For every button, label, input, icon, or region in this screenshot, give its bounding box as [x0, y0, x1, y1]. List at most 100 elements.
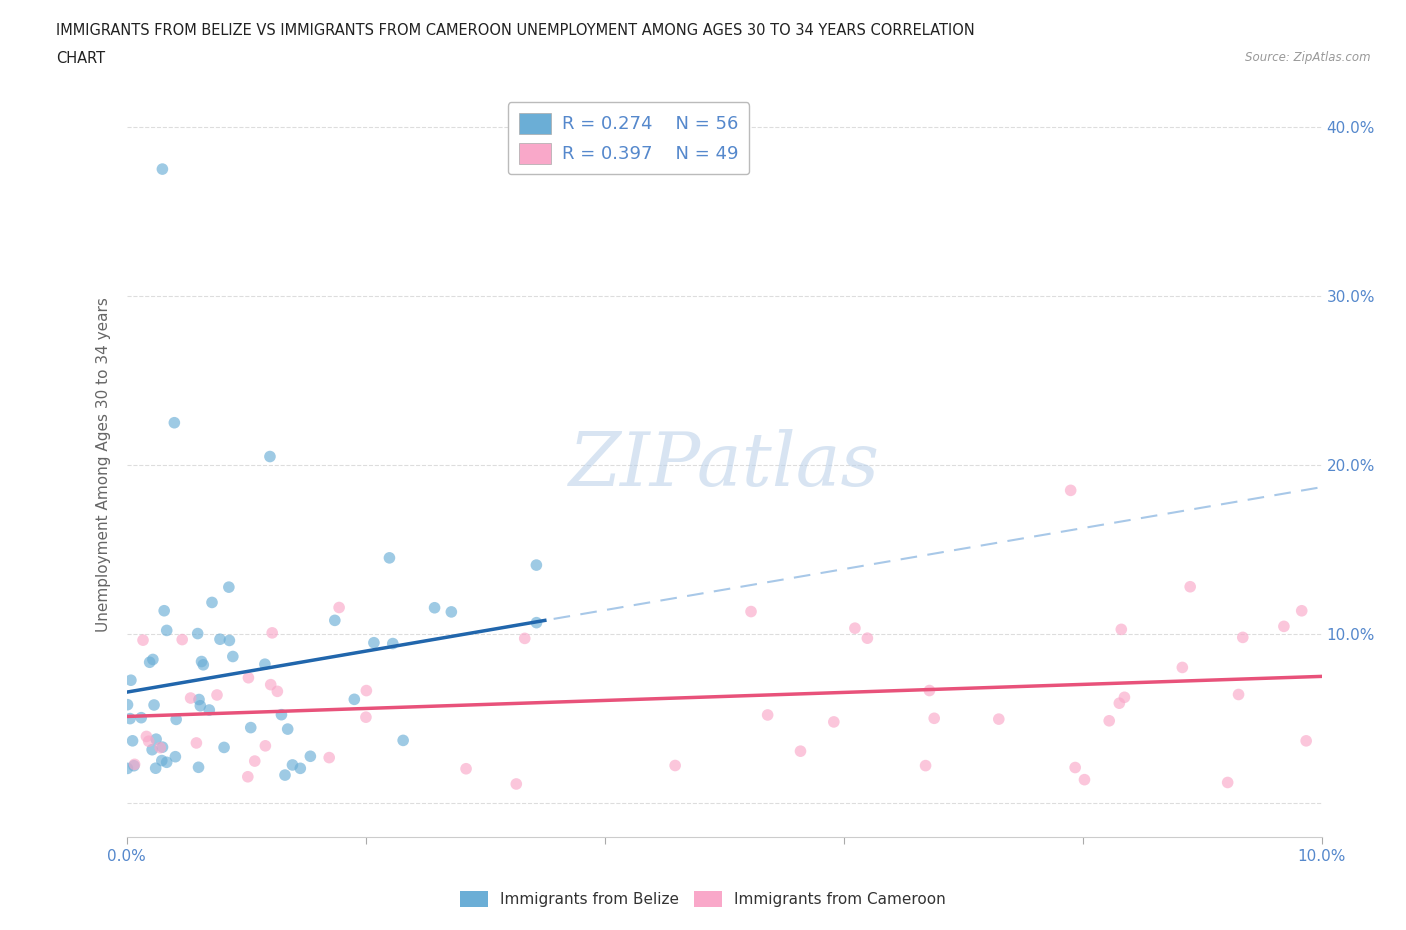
- Point: [260, 677, 283, 692]
- Point: [165, 750, 187, 764]
- Point: [328, 600, 350, 615]
- Point: [205, 687, 228, 702]
- Point: [153, 604, 176, 618]
- Y-axis label: Unemployment Among Ages 30 to 34 years: Unemployment Among Ages 30 to 34 years: [96, 298, 111, 632]
- Point: [239, 720, 262, 735]
- Point: [236, 769, 259, 784]
- Point: [198, 702, 221, 717]
- Point: [1227, 687, 1250, 702]
- Point: [135, 729, 157, 744]
- Point: [440, 604, 463, 619]
- Point: [392, 733, 415, 748]
- Point: [343, 692, 366, 707]
- Point: [149, 740, 172, 755]
- Text: Source: ZipAtlas.com: Source: ZipAtlas.com: [1246, 51, 1371, 64]
- Point: [789, 744, 811, 759]
- Point: [378, 551, 401, 565]
- Point: [277, 722, 299, 737]
- Point: [150, 753, 173, 768]
- Point: [664, 758, 686, 773]
- Point: [253, 657, 276, 671]
- Point: [142, 652, 165, 667]
- Point: [243, 753, 266, 768]
- Point: [156, 623, 179, 638]
- Point: [756, 708, 779, 723]
- Point: [117, 698, 139, 712]
- Point: [266, 684, 288, 698]
- Point: [1216, 775, 1239, 790]
- Point: [1073, 772, 1095, 787]
- Point: [274, 767, 297, 782]
- Point: [423, 600, 446, 615]
- Point: [138, 734, 160, 749]
- Point: [201, 595, 224, 610]
- Point: [823, 714, 845, 729]
- Point: [1108, 696, 1130, 711]
- Point: [187, 760, 209, 775]
- Point: [190, 654, 212, 669]
- Point: [120, 711, 142, 726]
- Point: [187, 626, 209, 641]
- Point: [122, 758, 145, 773]
- Point: [454, 762, 477, 777]
- Point: [318, 751, 340, 765]
- Point: [270, 707, 292, 722]
- Point: [524, 558, 547, 573]
- Point: [208, 631, 231, 646]
- Point: [262, 625, 284, 640]
- Point: [1232, 630, 1254, 644]
- Point: [165, 712, 187, 727]
- Text: IMMIGRANTS FROM BELIZE VS IMMIGRANTS FROM CAMEROON UNEMPLOYMENT AMONG AGES 30 TO: IMMIGRANTS FROM BELIZE VS IMMIGRANTS FRO…: [56, 23, 974, 38]
- Point: [117, 761, 139, 776]
- Point: [186, 736, 208, 751]
- Point: [354, 710, 377, 724]
- Point: [1178, 579, 1201, 594]
- Point: [1171, 660, 1194, 675]
- Point: [193, 658, 215, 672]
- Point: [141, 742, 163, 757]
- Point: [138, 655, 160, 670]
- Point: [143, 698, 166, 712]
- Point: [129, 711, 152, 725]
- Point: [1098, 713, 1121, 728]
- Text: CHART: CHART: [56, 51, 105, 66]
- Point: [180, 691, 202, 706]
- Point: [299, 749, 322, 764]
- Point: [1272, 619, 1295, 634]
- Point: [188, 692, 211, 707]
- Point: [363, 635, 385, 650]
- Point: [381, 636, 404, 651]
- Point: [914, 758, 936, 773]
- Point: [1064, 760, 1087, 775]
- Point: [1111, 622, 1133, 637]
- Point: [163, 416, 186, 431]
- Point: [987, 711, 1010, 726]
- Point: [1114, 690, 1136, 705]
- Text: ZIPatlas: ZIPatlas: [568, 429, 880, 501]
- Point: [152, 162, 174, 177]
- Point: [145, 761, 167, 776]
- Point: [259, 449, 281, 464]
- Point: [218, 633, 240, 648]
- Legend: Immigrants from Belize, Immigrants from Cameroon: Immigrants from Belize, Immigrants from …: [454, 884, 952, 913]
- Point: [844, 620, 866, 635]
- Point: [922, 711, 945, 725]
- Point: [1291, 604, 1313, 618]
- Point: [856, 631, 879, 645]
- Point: [1060, 483, 1083, 498]
- Point: [218, 579, 240, 594]
- Point: [1295, 734, 1317, 749]
- Point: [281, 758, 304, 773]
- Point: [212, 740, 235, 755]
- Point: [290, 761, 312, 776]
- Point: [188, 698, 211, 713]
- Point: [505, 777, 527, 791]
- Point: [356, 684, 378, 698]
- Point: [222, 649, 245, 664]
- Legend: R = 0.274    N = 56, R = 0.397    N = 49: R = 0.274 N = 56, R = 0.397 N = 49: [508, 102, 749, 175]
- Point: [152, 739, 174, 754]
- Point: [156, 755, 179, 770]
- Point: [172, 632, 194, 647]
- Point: [740, 604, 762, 619]
- Point: [323, 613, 346, 628]
